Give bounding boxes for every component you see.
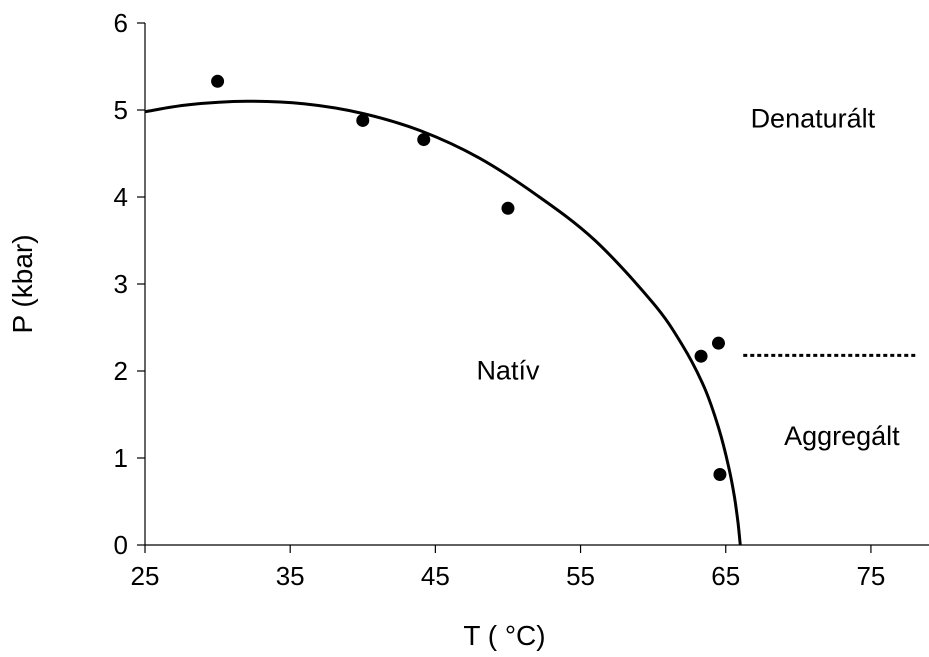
x-axis-label: T ( °C) (463, 620, 545, 651)
y-tick-label: 4 (114, 182, 128, 212)
data-point (713, 468, 727, 482)
x-tick-label: 65 (711, 561, 740, 591)
data-point (501, 201, 515, 215)
data-point (211, 74, 225, 88)
data-point (694, 349, 708, 363)
y-tick-label: 0 (114, 530, 128, 560)
region-label: Natív (476, 356, 540, 386)
x-tick-label: 25 (131, 561, 160, 591)
y-axis-label: P (kbar) (7, 234, 38, 333)
region-label: Denaturált (751, 103, 876, 133)
y-tick-label: 2 (114, 356, 128, 386)
region-label: Aggregált (784, 421, 900, 451)
x-tick-label: 75 (856, 561, 885, 591)
y-tick-label: 3 (114, 269, 128, 299)
data-point (417, 133, 431, 147)
data-point (356, 113, 370, 127)
fit-curve (144, 99, 742, 546)
x-tick-label: 35 (276, 561, 305, 591)
y-tick-label: 6 (114, 8, 128, 38)
y-tick-label: 5 (114, 95, 128, 125)
x-ticks: 25 35 45 55 65 75 (131, 545, 885, 591)
region-labels: Denaturált Natív Aggregált (476, 103, 900, 451)
series-layer (144, 74, 918, 546)
y-ticks: 0 1 2 3 4 5 6 (114, 8, 145, 560)
x-tick-label: 55 (566, 561, 595, 591)
y-tick-label: 1 (114, 443, 128, 473)
data-point (711, 336, 725, 350)
x-tick-label: 45 (421, 561, 450, 591)
